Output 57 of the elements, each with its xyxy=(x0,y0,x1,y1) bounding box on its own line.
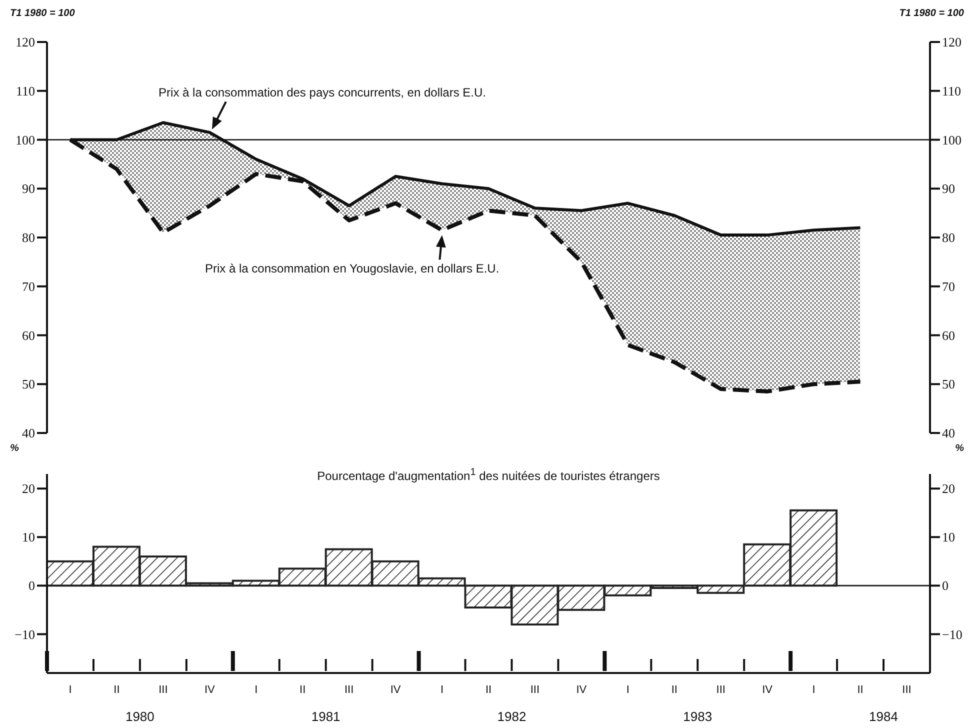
y-tick-label: 100 xyxy=(16,132,35,148)
text: 1984 xyxy=(868,709,899,724)
x-tick-label: II xyxy=(485,684,492,696)
series-label: Prix à la consommation des pays concurrents, en dollars E.U. xyxy=(158,86,486,100)
y-tick-label: −10 xyxy=(14,626,35,642)
y2-tick-label: 20 xyxy=(942,481,955,496)
x-tick-label: I xyxy=(812,684,816,696)
y2-tick-label: 80 xyxy=(942,230,955,246)
y2-axis-title: % xyxy=(955,443,964,456)
x-tick-label: I xyxy=(440,684,444,696)
y-tick-label: 10 xyxy=(22,530,35,545)
text: 1981 xyxy=(310,709,342,724)
y-axis-title: T1 1980 = 100 xyxy=(10,8,75,21)
y2-tick-label: 10 xyxy=(942,530,955,545)
y2-tick-label: 110 xyxy=(942,83,962,98)
chart-title: Pourcentage d'augmentation$^{1}$ des nuitées de touristes étrangers xyxy=(316,467,661,483)
x-tick-label: II xyxy=(857,684,864,696)
y2-tick-label: 40 xyxy=(942,426,955,441)
y-tick-label: 120 xyxy=(16,34,35,50)
y2-tick-label: 60 xyxy=(942,328,955,343)
text: 1980 xyxy=(124,709,156,724)
x-tick-label: I xyxy=(626,684,630,696)
y2-tick-label: −10 xyxy=(942,626,962,642)
y-axis-title: % xyxy=(10,443,19,456)
x-tick-label: II xyxy=(114,684,120,696)
y2-tick-label: 50 xyxy=(942,376,955,392)
y-tick-label: 60 xyxy=(22,328,35,343)
x-tick-label: IV xyxy=(762,684,774,696)
y2-tick-label: 100 xyxy=(942,132,962,148)
y2-axis-title: T1 1980 = 100 xyxy=(899,8,964,21)
x-tick-label: III xyxy=(716,684,726,696)
y2-tick-label: 90 xyxy=(942,181,955,196)
text: 1982 xyxy=(496,709,528,724)
x-tick-label: II xyxy=(300,684,306,696)
x-tick-label: IV xyxy=(204,684,216,696)
y-tick-label: 80 xyxy=(22,230,35,246)
x-tick-label: I xyxy=(254,684,258,696)
text: 1983 xyxy=(682,709,714,724)
x-tick-label: I xyxy=(68,684,72,696)
x-tick-label: IV xyxy=(576,684,588,696)
y-tick-label: 90 xyxy=(22,181,35,196)
y2-tick-label: 70 xyxy=(942,278,955,294)
y-tick-label: 40 xyxy=(22,426,35,441)
x-tick-label: III xyxy=(158,684,168,696)
y-tick-label: 110 xyxy=(16,83,35,98)
y-tick-label: 20 xyxy=(22,481,35,496)
x-tick-label: IV xyxy=(390,684,402,696)
x-tick-label: III xyxy=(530,684,540,696)
x-tick-label: III xyxy=(344,684,354,696)
y-tick-label: 70 xyxy=(22,278,35,294)
y-tick-label: 0 xyxy=(28,578,35,594)
legend-label: Prix à la consommation en Yougoslavie, en dollars E.U. xyxy=(205,262,500,276)
y2-tick-label: 0 xyxy=(942,578,948,594)
y2-tick-label: 120 xyxy=(942,34,962,50)
x-tick-label: II xyxy=(671,684,678,696)
x-tick-label: III xyxy=(902,684,912,696)
y-tick-label: 50 xyxy=(22,376,35,392)
